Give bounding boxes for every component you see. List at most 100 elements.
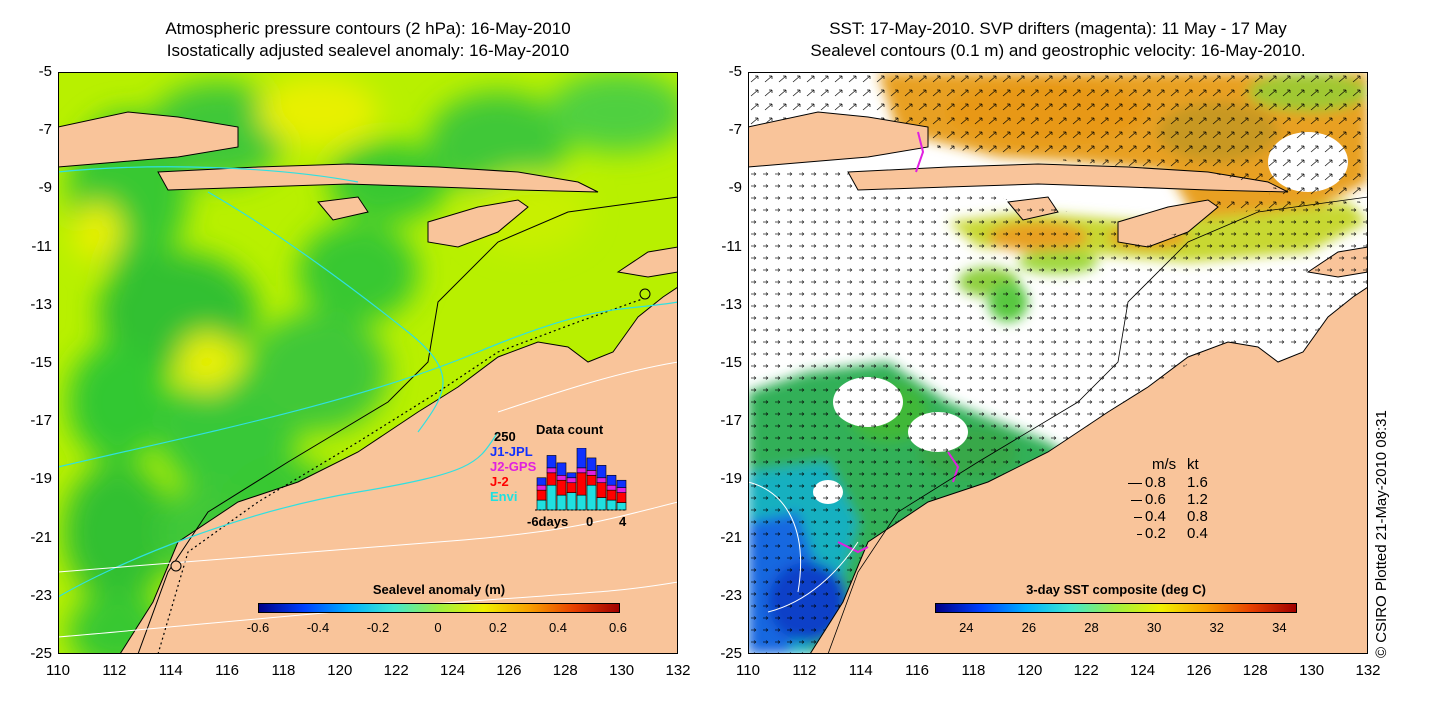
histogram-bar-segment <box>566 477 577 484</box>
histogram-bar-segment <box>596 477 607 484</box>
speed-legend-arrow-icon <box>1137 534 1142 535</box>
histogram-bar-segment <box>576 448 587 469</box>
speed-legend-header-kt: kt <box>1187 456 1199 473</box>
right-colorbar-tick: 24 <box>959 620 974 635</box>
histogram-bar-segment <box>546 455 557 469</box>
left-x-tick-label: 116 <box>215 662 240 679</box>
right-x-tick-label: 116 <box>905 662 930 679</box>
histogram-x-mid-label: 0 <box>586 514 594 529</box>
histogram-bar-segment <box>546 484 557 511</box>
histogram-bar-segment <box>576 472 587 496</box>
sealevel-contour-2 <box>767 541 859 613</box>
histogram-bar-segment <box>546 467 557 474</box>
histogram-bar-segment <box>576 494 587 511</box>
australia-landmass <box>119 286 678 654</box>
coastal-dotted-contour <box>157 296 649 654</box>
histogram-bar-segment <box>556 494 567 511</box>
left-y-tick-label: -23 <box>30 586 52 604</box>
histogram-bar-segment <box>556 479 567 496</box>
speed-legend-kt-value: 1.6 <box>1187 474 1208 491</box>
drifter-track-1 <box>915 131 925 173</box>
left-y-tick-label: -7 <box>38 121 52 139</box>
speed-legend-ms-value: 0.6 <box>1145 491 1166 508</box>
histogram-bar-segment <box>566 492 577 511</box>
right-y-tick-label: -15 <box>720 354 742 371</box>
histogram-legend-envi: Envi <box>490 489 518 504</box>
right-colorbar-tick: 32 <box>1209 620 1224 635</box>
right-y-tick-label: -25 <box>720 645 742 662</box>
histogram-bar-segment <box>586 474 597 486</box>
right-y-tick-label: -21 <box>720 528 742 546</box>
right-title-line2: Sealevel contours (0.1 m) and geostrophi… <box>810 41 1306 60</box>
right-colorbar-tick: 30 <box>1146 620 1162 635</box>
left-x-tick-label: 110 <box>46 662 70 679</box>
left-colorbar-tick: -0.4 <box>306 620 330 635</box>
histogram-bar-segment <box>596 465 607 479</box>
right-y-tick-label: -19 <box>720 470 742 488</box>
png-coast-land <box>616 246 678 278</box>
right-x-tick-label: 132 <box>1355 662 1381 679</box>
sst-map <box>748 72 1368 654</box>
histogram-bar-segment <box>566 472 577 479</box>
left-x-tick-label: 132 <box>665 662 691 679</box>
histogram-bar-segment <box>536 489 547 501</box>
speed-legend-header-ms: m/s <box>1152 456 1177 473</box>
histogram-bar-segment <box>556 462 567 476</box>
histogram-bar-segment <box>546 472 557 486</box>
left-x-tick-label: 122 <box>383 662 409 679</box>
velocity-arrows-north <box>748 72 1368 212</box>
histogram-bar-segment <box>606 474 617 486</box>
speed-legend-arrow-icon <box>1128 483 1142 484</box>
pressure-contour-2 <box>58 431 499 598</box>
right-colorbar-tick: 34 <box>1272 620 1287 635</box>
right-y-tick-label: -5 <box>728 63 742 80</box>
left-colorbar-tick: 0.6 <box>608 620 628 635</box>
histogram-bar-segment <box>556 474 567 481</box>
speed-legend-ms-value: 0.4 <box>1145 508 1166 525</box>
pressure-contour-3 <box>207 191 444 433</box>
left-colorbar-tick: -0.6 <box>246 620 270 635</box>
histogram-bar-segment <box>606 499 617 511</box>
right-y-tick-label: -11 <box>721 237 742 255</box>
right-x-tick-label: 124 <box>1130 662 1156 679</box>
data-count-histogram <box>535 448 627 511</box>
speed-legend-ms-value: 0.8 <box>1145 474 1166 491</box>
left-x-tick-label: 130 <box>609 662 635 679</box>
left-x-tick-label: 128 <box>552 662 578 679</box>
histogram-x-start-label: -6days <box>527 514 569 529</box>
histogram-bar-segment <box>576 467 587 474</box>
left-y-tick-label: -15 <box>30 354 52 371</box>
histogram-bar-segment <box>536 499 547 511</box>
left-title-line2: Isostatically adjusted sealevel anomaly:… <box>166 41 570 60</box>
pressure-contour-1 <box>58 301 678 468</box>
right-x-tick-label: 110 <box>736 662 760 679</box>
right-title-line1: SST: 17-May-2010. SVP drifters (magenta)… <box>829 19 1287 38</box>
right-y-tick-label: -7 <box>728 121 742 139</box>
histogram-bar-segment <box>566 482 577 493</box>
shelf-break-contour <box>137 196 678 654</box>
sealevel-contour-1 <box>748 481 802 593</box>
histogram-bar-segment <box>616 487 627 493</box>
pressure-contour-4 <box>58 166 359 183</box>
left-x-tick-label: 114 <box>158 662 183 679</box>
tide-gauge-marker-south <box>170 560 182 572</box>
velocity-arrows-ocean <box>748 167 1368 654</box>
histogram-bar-segment <box>536 484 547 491</box>
left-colorbar-tick: 0.2 <box>488 620 508 635</box>
sumba-island <box>317 196 369 221</box>
left-y-tick-label: -9 <box>38 179 52 197</box>
land-pressure-contour-1 <box>58 501 678 573</box>
left-y-tick-label: -17 <box>30 412 52 430</box>
right-y-tick-label: -13 <box>720 295 742 313</box>
left-x-tick-label: 120 <box>327 662 353 679</box>
sst-colorbar <box>935 603 1297 613</box>
histogram-bar-segment <box>536 477 547 486</box>
left-x-tick-label: 124 <box>440 662 466 679</box>
right-x-tick-label: 112 <box>792 662 817 679</box>
histogram-bar-segment <box>586 457 597 471</box>
speed-legend-kt-value: 0.8 <box>1187 508 1208 525</box>
histogram-bar-segment <box>616 479 627 488</box>
right-y-tick-label: -9 <box>728 179 742 197</box>
credit-text: © CSIRO Plotted 21-May-2010 08:31 <box>1373 410 1390 658</box>
right-x-tick-label: 122 <box>1073 662 1099 679</box>
